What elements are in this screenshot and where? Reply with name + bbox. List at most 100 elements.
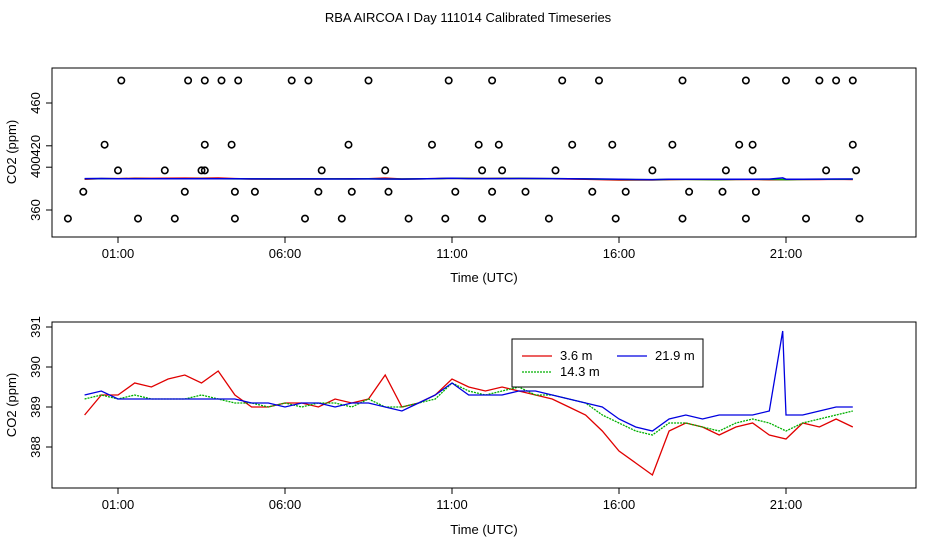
calibration-points xyxy=(63,76,864,223)
x-tick-label: 06:00 xyxy=(269,246,302,261)
bottom-x-axis-label: Time (UTC) xyxy=(450,522,517,537)
calibration-point xyxy=(668,140,677,149)
calibration-point xyxy=(611,214,620,223)
top-series-group xyxy=(84,177,853,181)
calibration-point xyxy=(855,214,864,223)
calibration-point xyxy=(337,214,346,223)
calibration-point xyxy=(364,76,373,85)
calibration-point xyxy=(748,140,757,149)
bottom-x-axis: 01:00 06:00 11:00 16:00 21:00 xyxy=(102,488,803,512)
legend-label-21-9m: 21.9 m xyxy=(655,348,695,363)
calibration-point xyxy=(304,76,313,85)
calibration-point xyxy=(685,187,694,196)
calibration-point xyxy=(300,214,309,223)
calibration-point xyxy=(488,187,497,196)
calibration-point xyxy=(317,166,326,175)
calibration-point xyxy=(751,187,760,196)
calibration-point xyxy=(721,166,730,175)
calibration-point xyxy=(488,76,497,85)
calibration-point xyxy=(478,214,487,223)
calibration-point xyxy=(848,140,857,149)
y-tick-label: 400 xyxy=(28,156,43,178)
calibration-point xyxy=(230,214,239,223)
calibration-point xyxy=(63,214,72,223)
calibration-point xyxy=(200,140,209,149)
legend: 3.6 m 21.9 m 14.3 m xyxy=(511,338,704,388)
calibration-point xyxy=(200,166,209,175)
calibration-point xyxy=(815,76,824,85)
calibration-point xyxy=(381,166,390,175)
calibration-point xyxy=(227,140,236,149)
series-line-14-3-m xyxy=(84,382,853,436)
calibration-point xyxy=(822,166,831,175)
top-plot-frame xyxy=(51,67,917,238)
calibration-point xyxy=(852,166,861,175)
bottom-y-axis: 388 389 390 391 xyxy=(28,316,52,458)
y-tick-label: 420 xyxy=(28,135,43,157)
calibration-point xyxy=(180,187,189,196)
series-line-21-9-m xyxy=(84,330,853,432)
top-series-line xyxy=(84,177,853,181)
calibration-point xyxy=(568,140,577,149)
calibration-point xyxy=(427,140,436,149)
calibration-point xyxy=(801,214,810,223)
calibration-point xyxy=(781,76,790,85)
x-tick-label: 21:00 xyxy=(770,246,803,261)
x-tick-label: 11:00 xyxy=(436,246,468,261)
calibration-point xyxy=(544,214,553,223)
y-tick-label: 388 xyxy=(28,436,43,458)
legend-label-3-6m: 3.6 m xyxy=(560,348,593,363)
calibration-point xyxy=(621,187,630,196)
calibration-point xyxy=(748,166,757,175)
calibration-point xyxy=(384,187,393,196)
bottom-y-axis-label: CO2 (ppm) xyxy=(4,373,19,437)
calibration-point xyxy=(347,187,356,196)
x-tick-label: 21:00 xyxy=(770,497,803,512)
calibration-point xyxy=(848,76,857,85)
x-tick-label: 06:00 xyxy=(269,497,302,512)
top-y-axis-label: CO2 (ppm) xyxy=(4,120,19,184)
calibration-point xyxy=(441,214,450,223)
calibration-point xyxy=(832,76,841,85)
calibration-point xyxy=(451,187,460,196)
calibration-point xyxy=(608,140,617,149)
calibration-point xyxy=(588,187,597,196)
x-tick-label: 16:00 xyxy=(603,497,636,512)
calibration-point xyxy=(558,76,567,85)
bottom-plot-frame xyxy=(51,321,917,489)
y-tick-label: 389 xyxy=(28,396,43,418)
y-tick-label: 390 xyxy=(28,356,43,378)
calibration-point xyxy=(79,187,88,196)
legend-box xyxy=(511,338,704,388)
y-tick-label: 360 xyxy=(28,199,43,221)
x-tick-label: 11:00 xyxy=(436,497,468,512)
legend-label-14-3m: 14.3 m xyxy=(560,364,600,379)
calibration-point xyxy=(478,166,487,175)
bottom-series-group xyxy=(84,330,854,477)
calibration-point xyxy=(741,76,750,85)
calibration-point xyxy=(250,187,259,196)
calibration-point xyxy=(217,76,226,85)
calibration-point xyxy=(170,214,179,223)
x-tick-label: 01:00 xyxy=(102,246,135,261)
x-tick-label: 01:00 xyxy=(102,497,135,512)
calibration-point xyxy=(160,166,169,175)
calibration-point xyxy=(117,76,126,85)
calibration-point xyxy=(678,76,687,85)
calibration-point xyxy=(184,76,193,85)
calibration-point xyxy=(648,166,657,175)
calibration-point xyxy=(521,187,530,196)
calibration-point xyxy=(494,140,503,149)
calibration-point xyxy=(134,214,143,223)
calibration-point xyxy=(344,140,353,149)
calibration-point xyxy=(444,76,453,85)
calibration-point xyxy=(404,214,413,223)
calibration-point xyxy=(594,76,603,85)
calibration-point xyxy=(200,76,209,85)
y-tick-label: 391 xyxy=(28,316,43,338)
calibration-point xyxy=(474,140,483,149)
calibration-point xyxy=(197,166,206,175)
calibration-point xyxy=(741,214,750,223)
